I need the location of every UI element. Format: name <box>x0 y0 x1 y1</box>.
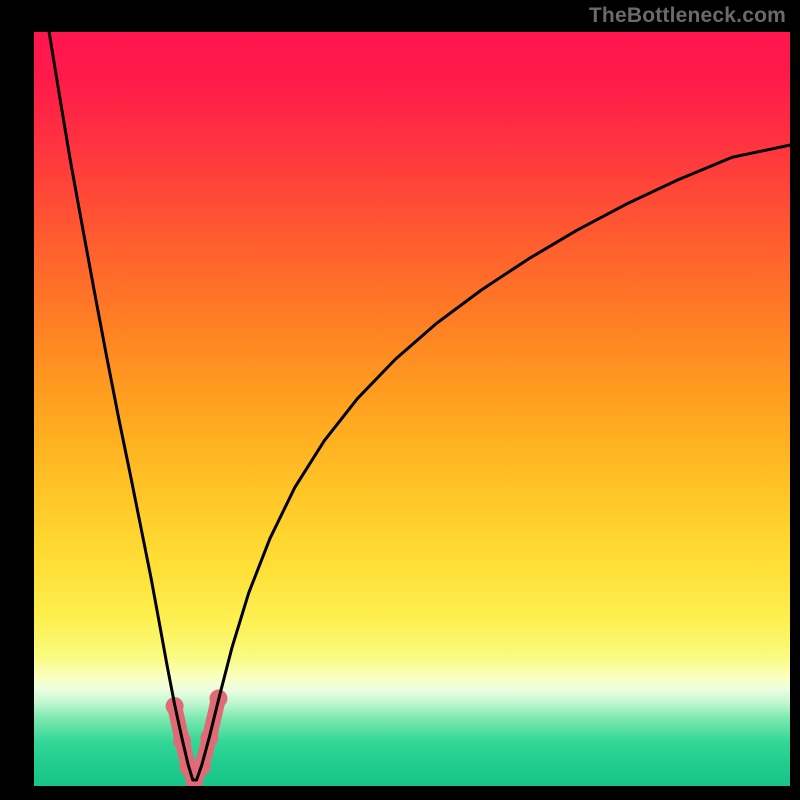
plot-area <box>34 32 790 786</box>
watermark-text: TheBottleneck.com <box>589 4 786 28</box>
chart-frame: TheBottleneck.com <box>0 0 800 800</box>
